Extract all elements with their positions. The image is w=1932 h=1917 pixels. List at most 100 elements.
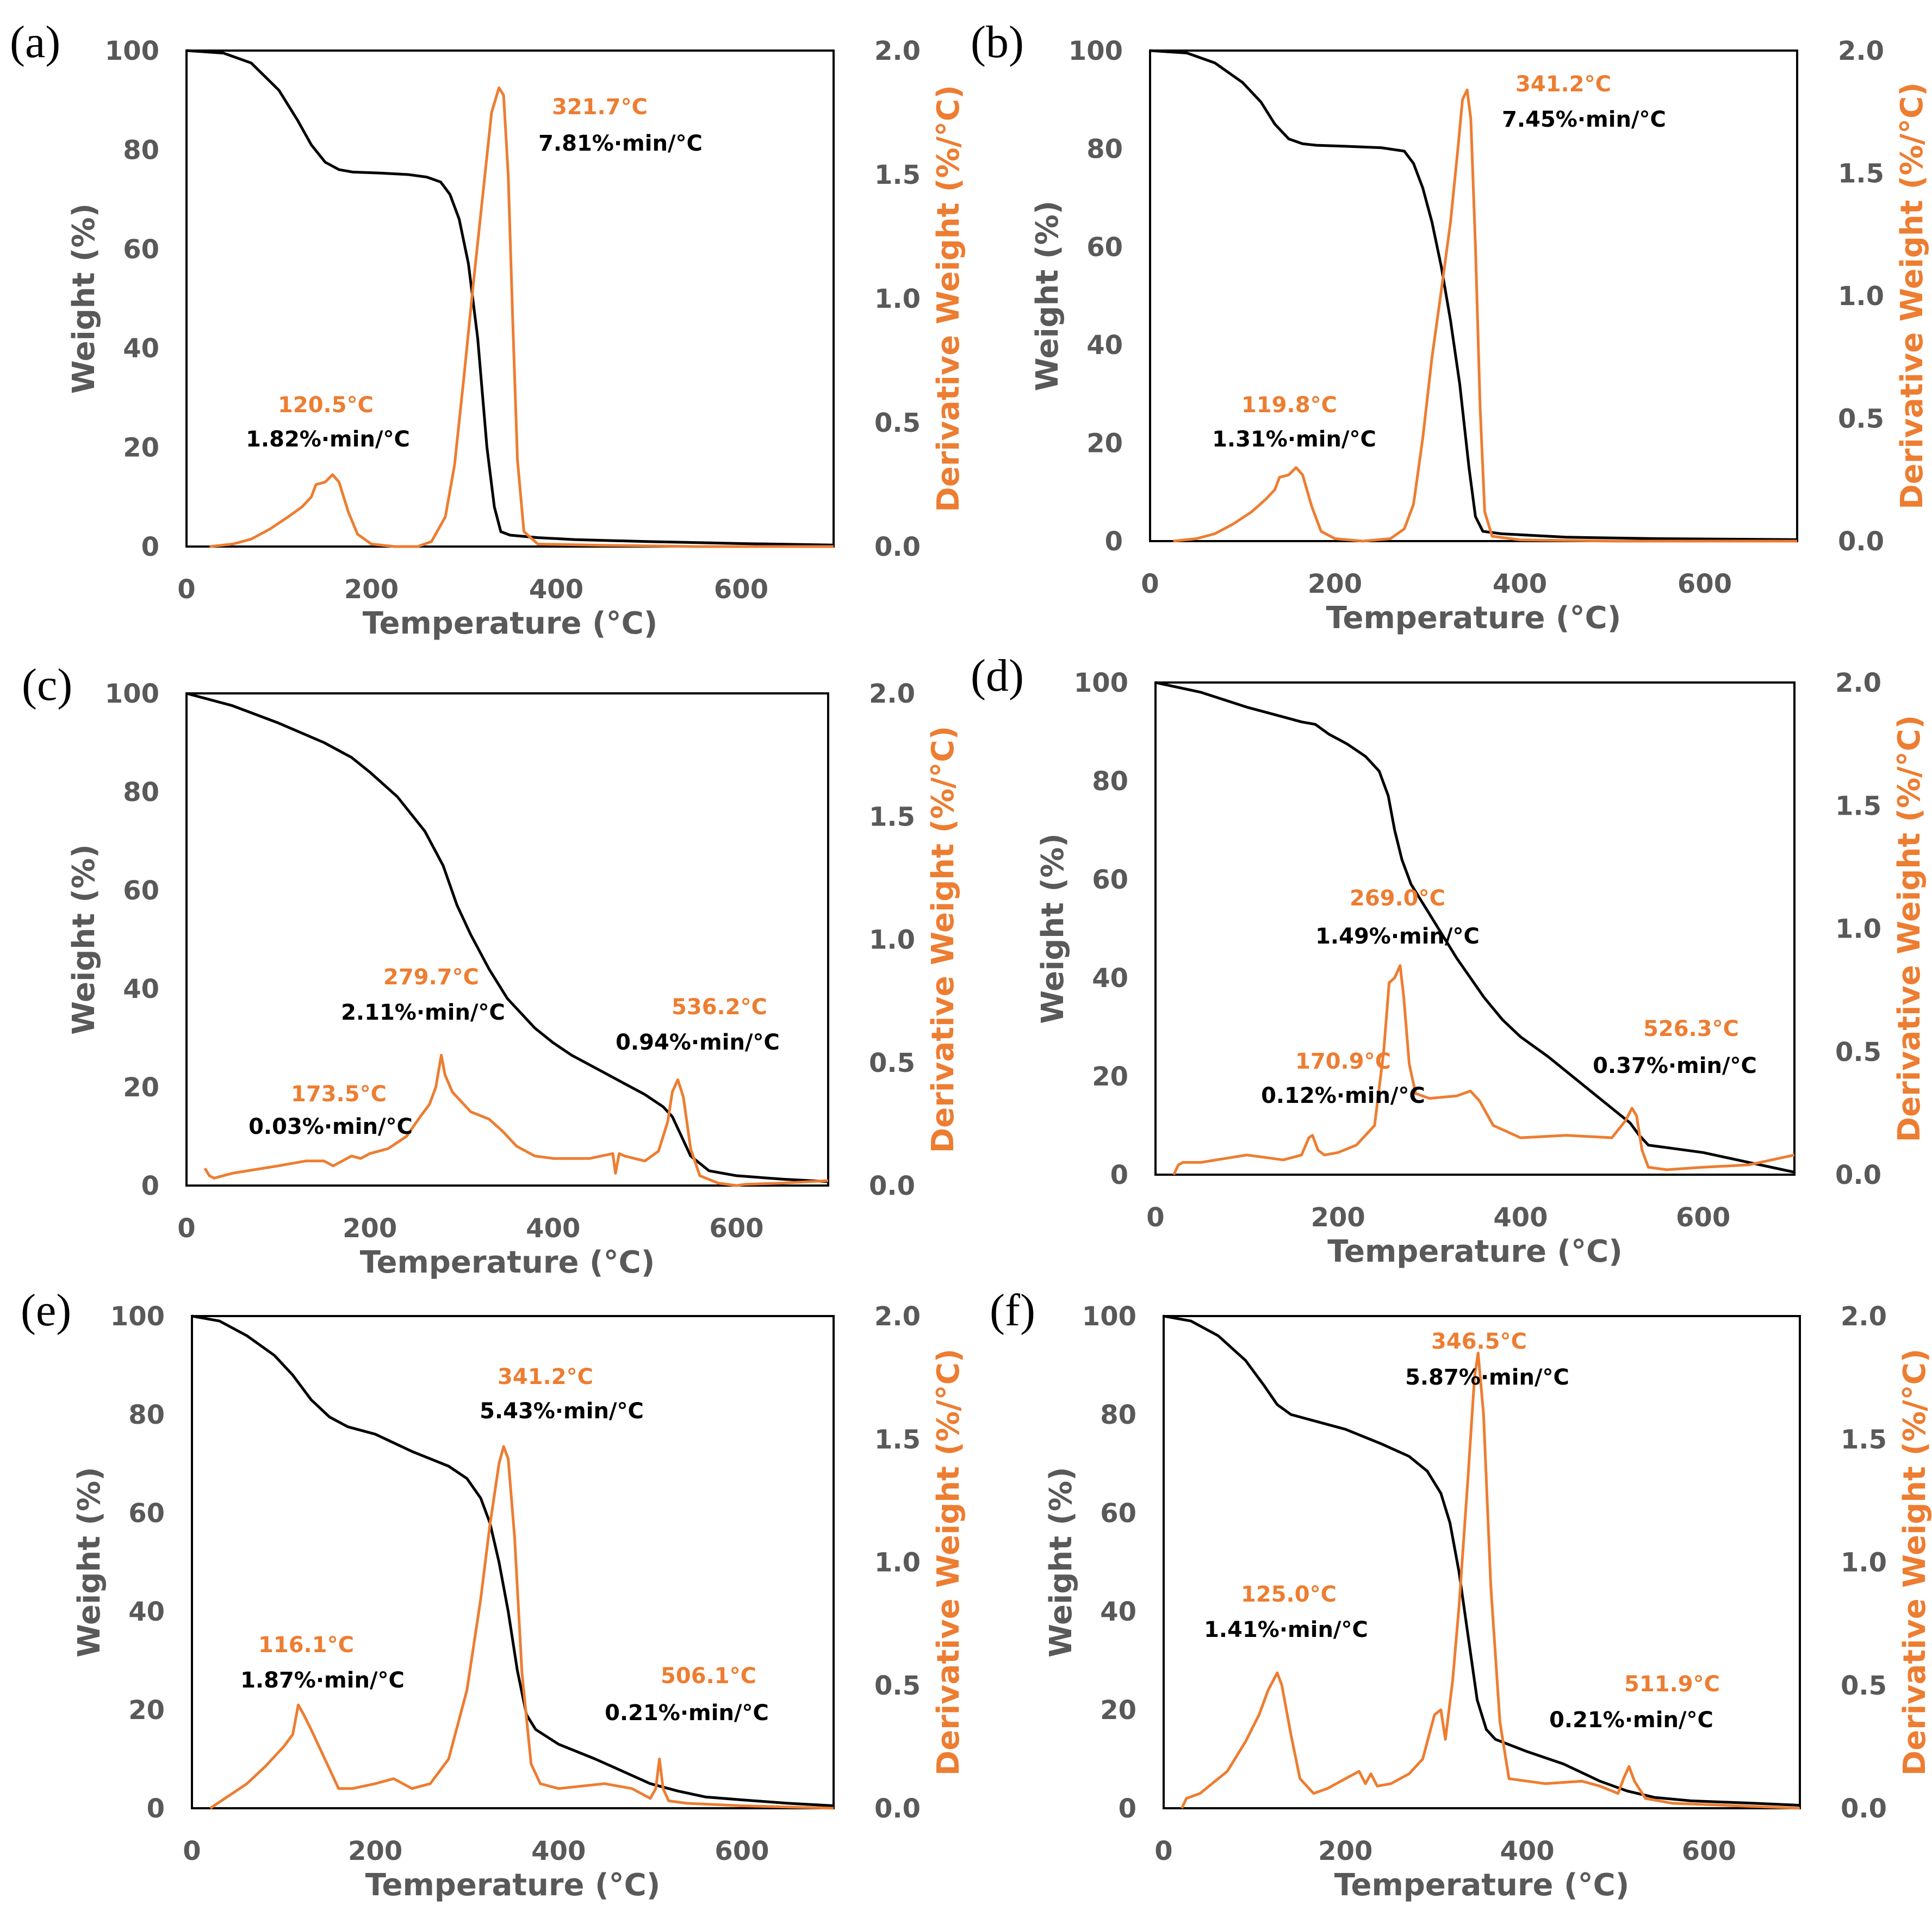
y-tick-label: 60 bbox=[128, 1498, 165, 1529]
peak-rate-label: 0.21%·min/°C bbox=[1549, 1708, 1713, 1733]
peak-temperature-label: 125.0°C bbox=[1241, 1582, 1337, 1607]
peak-rate-label: 1.87%·min/°C bbox=[240, 1668, 405, 1693]
peak-temperature-label: 173.5°C bbox=[291, 1082, 387, 1107]
y2-axis-title: Derivative Weight (%/°C) bbox=[931, 1349, 966, 1776]
y-tick-label: 0 bbox=[1110, 1160, 1128, 1190]
x-axis-title: Temperature (°C) bbox=[363, 606, 658, 641]
y2-tick-label: 1.0 bbox=[1835, 914, 1881, 945]
y2-tick-label: 1.0 bbox=[1838, 281, 1884, 312]
y-tick-label: 40 bbox=[123, 333, 159, 364]
y-tick-label: 0 bbox=[1105, 526, 1123, 557]
y2-tick-label: 1.5 bbox=[1835, 791, 1881, 821]
x-tick-label: 200 bbox=[348, 1836, 402, 1866]
x-tick-label: 600 bbox=[1682, 1836, 1736, 1866]
peak-temperature-label: 116.1°C bbox=[258, 1633, 354, 1658]
peak-temperature-label: 279.7°C bbox=[383, 965, 479, 990]
y-tick-label: 60 bbox=[123, 876, 159, 906]
y2-axis-title: Derivative Weight (%/°C) bbox=[931, 85, 966, 512]
y-tick-label: 20 bbox=[1092, 1062, 1128, 1092]
peak-temperature-label: 341.2°C bbox=[1515, 72, 1611, 97]
y-tick-label: 100 bbox=[1082, 1301, 1136, 1332]
chart-panel-e: (e) 0 200 400 600 0 20 40 60 80 100 0.0 0.5 1.0 1.5 2.0… bbox=[21, 1285, 966, 1903]
derivative-weight-line bbox=[203, 1053, 829, 1187]
x-tick-label: 200 bbox=[1311, 1202, 1365, 1233]
y-tick-label: 0 bbox=[141, 532, 159, 562]
y-tick-label: 60 bbox=[1092, 865, 1128, 895]
x-tick-label: 0 bbox=[177, 574, 195, 605]
y2-tick-label: 1.5 bbox=[874, 160, 921, 190]
chart-panel-d: (d) 0 200 400 600 0 20 40 60 80 100 0.0 0.5 1.0 1.5 2.0… bbox=[971, 650, 1927, 1269]
y-tick-label: 100 bbox=[1068, 36, 1123, 66]
x-tick-label: 600 bbox=[715, 1836, 769, 1866]
y2-tick-label: 0.5 bbox=[874, 1671, 921, 1701]
y2-tick-label: 0.5 bbox=[874, 408, 921, 438]
y-tick-label: 20 bbox=[123, 433, 159, 463]
y2-tick-label: 2.0 bbox=[874, 36, 921, 66]
y2-tick-label: 2.0 bbox=[874, 1301, 921, 1332]
x-tick-label: 0 bbox=[1141, 569, 1159, 599]
x-axis-title: Temperature (°C) bbox=[1326, 600, 1622, 636]
derivative-weight-line bbox=[1173, 88, 1797, 543]
plot-frame bbox=[191, 1315, 835, 1809]
y2-tick-label: 2.0 bbox=[1841, 1301, 1887, 1332]
x-tick-label: 400 bbox=[1493, 569, 1547, 599]
derivative-weight-line bbox=[209, 86, 834, 548]
y2-tick-label: 1.0 bbox=[874, 284, 921, 314]
plot-frame bbox=[185, 692, 829, 1187]
peak-rate-label: 0.21%·min/°C bbox=[605, 1701, 769, 1726]
peak-temperature-label: 506.1°C bbox=[661, 1664, 756, 1689]
x-axis-title: Temperature (°C) bbox=[1327, 1234, 1623, 1269]
y-tick-label: 80 bbox=[128, 1400, 165, 1430]
y-axis-title: Weight (%) bbox=[1030, 201, 1065, 391]
y2-tick-label: 0.5 bbox=[1835, 1037, 1881, 1068]
y-tick-label: 60 bbox=[1086, 232, 1123, 263]
y2-tick-label: 1.5 bbox=[1841, 1424, 1887, 1455]
x-axis-title: Temperature (°C) bbox=[360, 1245, 655, 1280]
peak-rate-label: 2.11%·min/°C bbox=[341, 1000, 505, 1025]
x-tick-label: 400 bbox=[531, 1836, 586, 1866]
peak-rate-label: 7.81%·min/°C bbox=[538, 131, 703, 156]
y2-tick-label: 1.0 bbox=[869, 925, 915, 956]
weight-line bbox=[1163, 1314, 1800, 1807]
y2-tick-label: 2.0 bbox=[1835, 668, 1881, 698]
panel-label: (d) bbox=[971, 650, 1024, 701]
y2-tick-label: 2.0 bbox=[1838, 36, 1884, 66]
peak-rate-label: 5.43%·min/°C bbox=[480, 1399, 644, 1424]
y2-tick-label: 1.5 bbox=[1838, 159, 1884, 189]
chart-panel-f: (f) 0 200 400 600 0 20 40 60 80 100 0.0 0.5 1.0 1.5 2.0… bbox=[990, 1285, 1932, 1903]
x-tick-label: 600 bbox=[714, 574, 768, 605]
x-tick-label: 0 bbox=[1146, 1202, 1164, 1233]
y2-axis-title: Derivative Weight (%/°C) bbox=[925, 726, 961, 1153]
chart-panel-b: (b) 0 200 400 600 0 20 40 60 80 100 0.0 0.5 1.0 1.5 2.0… bbox=[971, 17, 1930, 636]
y-axis-title: Weight (%) bbox=[66, 203, 102, 394]
y-tick-label: 20 bbox=[1100, 1695, 1136, 1726]
y-tick-label: 100 bbox=[105, 36, 159, 66]
plot-frame bbox=[185, 49, 835, 548]
x-tick-label: 400 bbox=[1493, 1202, 1548, 1233]
peak-temperature-label: 170.9°C bbox=[1295, 1049, 1391, 1074]
x-tick-label: 200 bbox=[344, 574, 399, 605]
y2-axis-title: Derivative Weight (%/°C) bbox=[1897, 1349, 1932, 1776]
panel-label: (e) bbox=[21, 1285, 71, 1336]
peak-rate-label: 1.41%·min/°C bbox=[1204, 1617, 1368, 1642]
y2-tick-label: 1.0 bbox=[1841, 1548, 1887, 1578]
y-tick-label: 100 bbox=[1074, 668, 1128, 698]
panel-label: (c) bbox=[22, 660, 72, 710]
y-tick-label: 20 bbox=[123, 1072, 159, 1103]
y-tick-label: 100 bbox=[110, 1301, 165, 1332]
x-tick-label: 400 bbox=[1500, 1836, 1554, 1866]
peak-temperature-label: 511.9°C bbox=[1624, 1672, 1720, 1697]
y-tick-label: 60 bbox=[123, 234, 159, 265]
y-tick-label: 80 bbox=[123, 777, 159, 808]
panel-label: (a) bbox=[10, 17, 60, 67]
y2-tick-label: 0.0 bbox=[869, 1171, 915, 1201]
plot-frame bbox=[1163, 1315, 1801, 1809]
y2-tick-label: 0.0 bbox=[1841, 1794, 1887, 1824]
x-tick-label: 0 bbox=[183, 1836, 201, 1866]
y-tick-label: 60 bbox=[1100, 1498, 1136, 1529]
chart-panel-a: (a) 0 200 400 600 0 20 40 60 80 100 0.0 0.5 1.0 1.5 2.0… bbox=[10, 17, 966, 641]
x-tick-label: 600 bbox=[709, 1213, 763, 1244]
y-axis-title: Weight (%) bbox=[1043, 1467, 1079, 1657]
y-tick-label: 0 bbox=[147, 1794, 165, 1824]
y2-tick-label: 0.0 bbox=[874, 532, 921, 562]
